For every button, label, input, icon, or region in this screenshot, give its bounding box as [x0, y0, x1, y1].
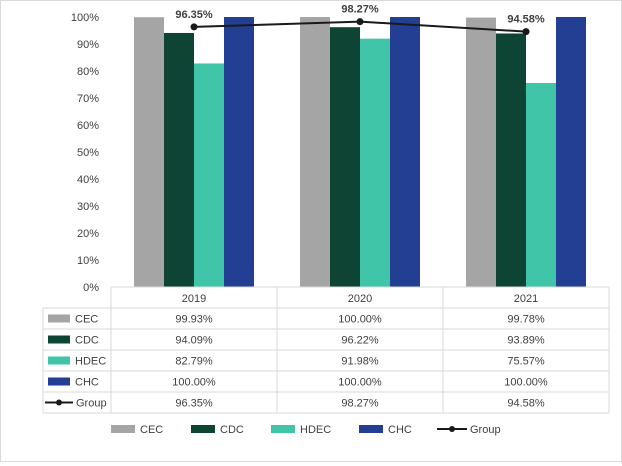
table-cell-hdec-2020: 91.98%	[341, 356, 379, 368]
category-label-2019: 2019	[182, 293, 206, 305]
data-label-2019: 96.35%	[175, 9, 213, 21]
y-tick-label: 50%	[77, 147, 99, 159]
table-cell-group-2021: 94.58%	[507, 398, 545, 410]
table-cell-chc-2020: 100.00%	[338, 377, 382, 389]
y-tick-label: 100%	[71, 12, 99, 24]
line-point-2020	[356, 18, 364, 26]
row-label-cec: CEC	[75, 314, 98, 326]
bar-chc-2021	[556, 17, 586, 287]
legend-key-chc	[359, 425, 383, 433]
table-cell-hdec-2019: 82.79%	[175, 356, 213, 368]
row-legend-key-hdec	[48, 356, 70, 365]
row-label-group: Group	[76, 398, 107, 410]
legend-label-hdec: HDEC	[300, 424, 331, 436]
bar-hdec-2020	[360, 38, 390, 288]
row-label-cdc: CDC	[75, 335, 99, 347]
category-label-2021: 2021	[514, 293, 538, 305]
table-cell-chc-2019: 100.00%	[172, 377, 216, 389]
y-tick-label: 80%	[77, 66, 99, 78]
y-axis: 0% 10% 20% 30% 40% 50% 60% 70% 80% 90% 100%	[71, 12, 99, 294]
bar-cdc-2021	[496, 33, 526, 287]
legend-label-chc: CHC	[388, 424, 412, 436]
legend: CEC CDC HDEC CHC Group	[111, 424, 501, 436]
category-label-2020: 2020	[348, 293, 372, 305]
bar-cec-2019	[134, 17, 164, 288]
row-legend-key-chc	[48, 377, 70, 386]
legend-key-hdec	[271, 425, 295, 433]
bar-chc-2020	[390, 17, 420, 287]
legend-key-marker-group	[449, 426, 455, 432]
legend-label-group: Group	[470, 424, 501, 436]
bar-hdec-2019	[194, 63, 224, 288]
y-tick-label: 90%	[77, 39, 99, 51]
table-cell-cdc-2020: 96.22%	[341, 335, 379, 347]
table-cell-cdc-2019: 94.09%	[175, 335, 213, 347]
y-tick-label: 0%	[83, 282, 99, 294]
table-cell-group-2020: 98.27%	[341, 398, 379, 410]
bar-cec-2020	[300, 17, 330, 287]
table-cell-cec-2020: 100.00%	[338, 314, 382, 326]
bar-hdec-2021	[526, 82, 556, 287]
y-tick-label: 60%	[77, 120, 99, 132]
legend-label-cec: CEC	[140, 424, 163, 436]
y-tick-label: 20%	[77, 228, 99, 240]
y-tick-label: 40%	[77, 174, 99, 186]
legend-label-cdc: CDC	[220, 424, 244, 436]
table-cell-group-2019: 96.35%	[175, 398, 213, 410]
y-tick-label: 10%	[77, 255, 99, 267]
bar-cec-2021	[466, 17, 496, 288]
row-label-hdec: HDEC	[75, 356, 106, 368]
legend-key-cec	[111, 425, 135, 433]
row-legend-key-cec	[48, 314, 70, 323]
data-label-2020: 98.27%	[341, 4, 379, 16]
table-cell-cec-2019: 99.93%	[175, 314, 213, 326]
y-tick-label: 30%	[77, 201, 99, 213]
group-line-layer: 96.35% 98.27% 94.58%	[175, 4, 545, 36]
y-tick-label: 70%	[77, 93, 99, 105]
table-cell-cdc-2021: 93.89%	[507, 335, 545, 347]
row-legend-key-cdc	[48, 335, 70, 344]
line-point-2019	[190, 23, 198, 31]
line-point-2021	[522, 28, 530, 36]
bar-cdc-2019	[164, 32, 194, 287]
data-table: 2019 2020 2021 CEC 99.93% 100.00% 99.78% CDC 94.…	[42, 286, 610, 414]
row-legend-key-marker-group	[56, 399, 62, 406]
row-label-chc: CHC	[75, 377, 99, 389]
bar-chc-2019	[224, 17, 254, 287]
bar-cdc-2020	[330, 27, 360, 288]
table-cell-hdec-2021: 75.57%	[507, 356, 545, 368]
data-label-2021: 94.58%	[507, 14, 545, 26]
table-cell-chc-2021: 100.00%	[504, 377, 548, 389]
bars-layer	[134, 17, 586, 288]
table-cell-cec-2021: 99.78%	[507, 314, 545, 326]
legend-key-cdc	[191, 425, 215, 433]
